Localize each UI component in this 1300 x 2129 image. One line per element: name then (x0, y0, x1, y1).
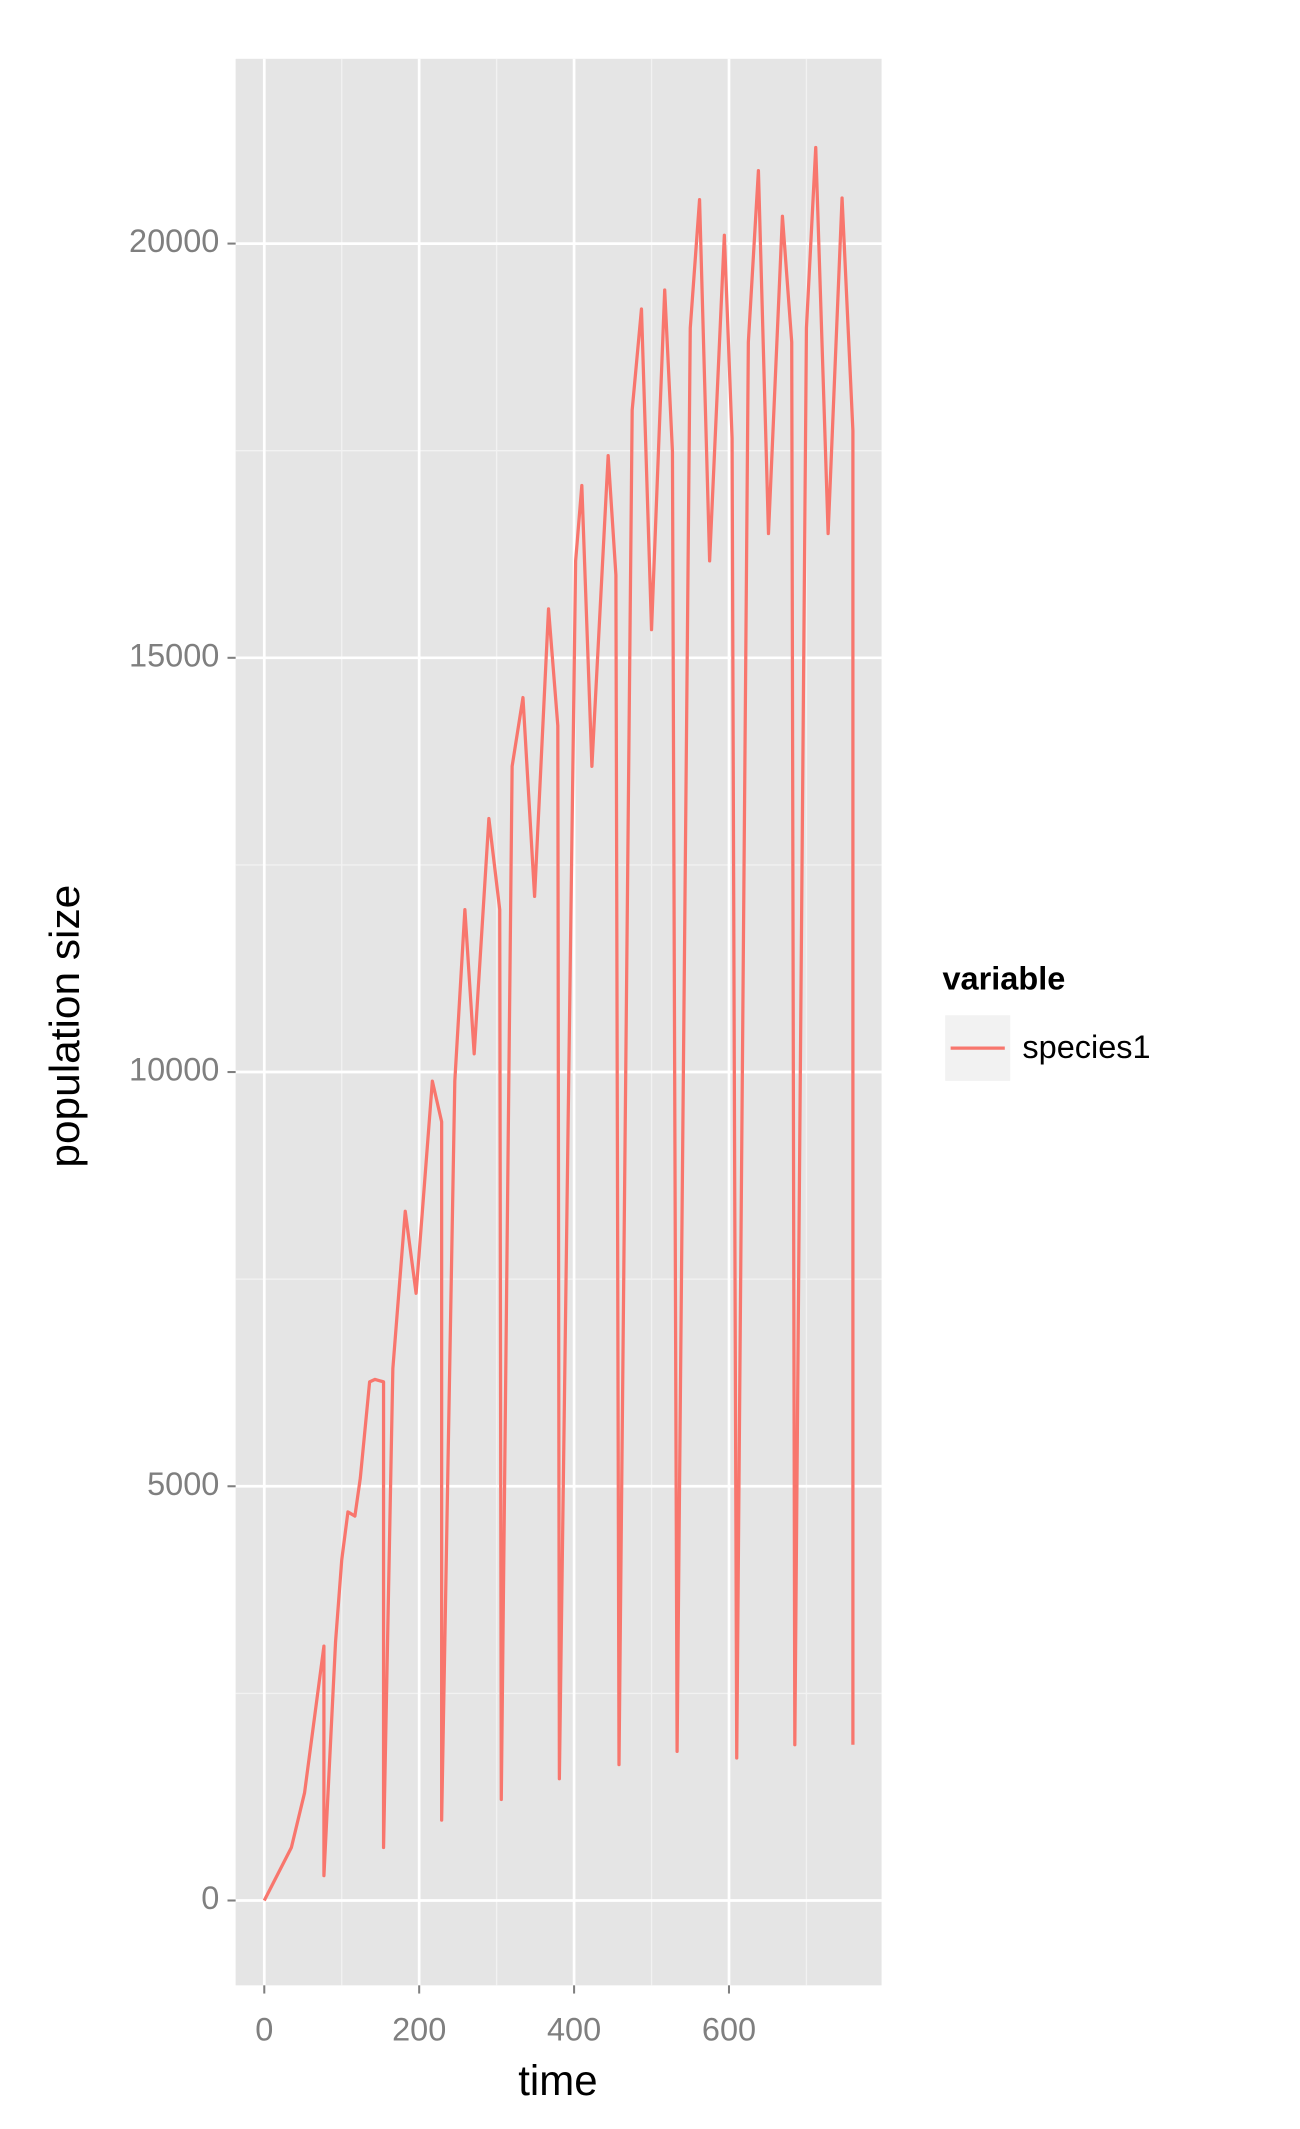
legend-label: species1 (1022, 1028, 1150, 1065)
x-tick-label: 200 (392, 2010, 446, 2047)
y-tick-label: 20000 (129, 222, 219, 259)
legend: species1 (945, 1015, 1151, 1081)
x-axis-title: time (518, 2057, 597, 2104)
x-tick-label: 600 (702, 2010, 756, 2047)
y-axis-title: population size (41, 885, 88, 1168)
x-tick-label: 0 (255, 2010, 273, 2047)
y-tick-label: 5000 (147, 1465, 219, 1502)
legend-title: variable (943, 960, 1066, 997)
x-tick-label: 400 (547, 2010, 601, 2047)
lines (262, 145, 855, 1902)
y-tick-label: 15000 (129, 636, 219, 673)
y-tick-label: 0 (201, 1879, 219, 1916)
series-line (262, 145, 855, 1902)
y-tick-label: 10000 (129, 1051, 219, 1088)
